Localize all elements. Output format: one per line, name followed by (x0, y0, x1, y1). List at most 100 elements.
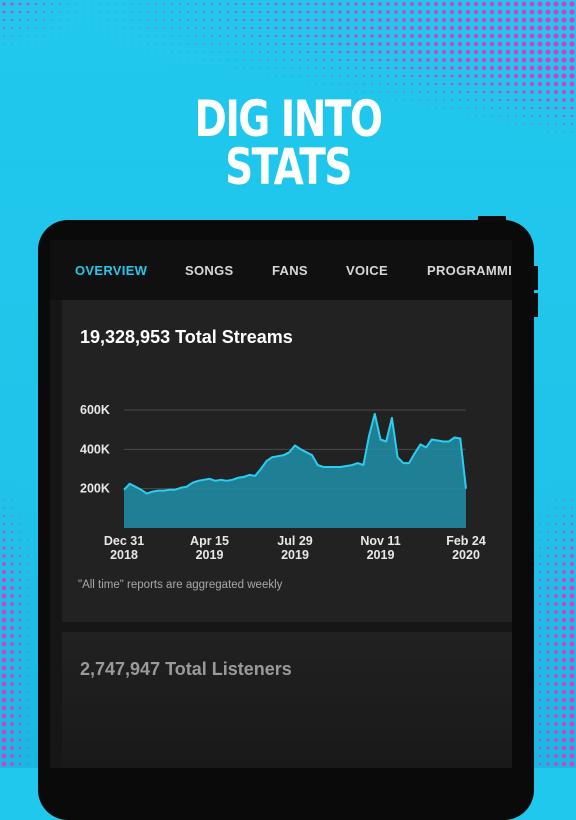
background-dot (570, 578, 574, 582)
background-dot (539, 531, 540, 532)
background-dot (562, 658, 566, 662)
background-dot (450, 34, 454, 38)
background-dot (2, 610, 7, 615)
background-dot (514, 82, 518, 86)
background-dot (410, 2, 414, 6)
background-dot (267, 3, 269, 5)
background-dot (19, 723, 22, 726)
background-dot (570, 610, 575, 615)
background-dot (458, 74, 461, 77)
background-dot (540, 516, 541, 517)
background-dot (275, 51, 277, 53)
background-dot (331, 27, 334, 30)
background-dot (275, 19, 278, 22)
background-dot (84, 20, 85, 21)
background-dot (491, 91, 494, 94)
background-dot (12, 44, 13, 45)
background-dot (260, 84, 261, 85)
background-dot (36, 748, 37, 749)
background-dot (2, 698, 7, 703)
background-dot (570, 754, 575, 759)
tab-overview[interactable]: OVERVIEW (75, 263, 147, 278)
tab-songs[interactable]: SONGS (185, 263, 233, 278)
background-dot (554, 650, 558, 654)
background-dot (339, 59, 341, 61)
background-dot (163, 11, 164, 12)
background-dot (547, 707, 550, 710)
background-dot (563, 507, 564, 508)
background-dot (347, 83, 348, 84)
background-dot (394, 2, 398, 6)
background-dot (555, 563, 558, 566)
background-dot (148, 60, 149, 61)
background-dot (19, 547, 21, 549)
background-dot (563, 107, 566, 110)
total-listeners-card[interactable]: 2,747,947 Total Listeners (62, 632, 512, 768)
background-dot (515, 107, 517, 109)
background-dot (394, 10, 398, 14)
background-dot (3, 27, 5, 29)
chart-x-tick-year: 2019 (196, 548, 224, 560)
background-dot (11, 11, 14, 14)
background-dot (539, 107, 541, 109)
tab-programming[interactable]: PROGRAMMING (427, 263, 512, 278)
background-dot (562, 594, 566, 598)
background-dot (547, 515, 548, 516)
background-dot (419, 67, 422, 70)
background-dot (554, 762, 558, 766)
background-dot (227, 59, 228, 60)
background-dot (307, 11, 310, 14)
headline-line-2: STATS (63, 142, 512, 192)
background-dot (171, 11, 173, 13)
background-dot (362, 34, 365, 37)
background-dot (562, 554, 565, 557)
background-dot (2, 746, 7, 751)
background-dot (371, 75, 373, 77)
background-dot (547, 739, 550, 742)
background-dot (10, 706, 14, 710)
tab-voice[interactable]: VOICE (346, 263, 388, 278)
background-dot (36, 44, 37, 45)
background-dot (523, 107, 525, 109)
background-dot (427, 83, 429, 85)
background-dot (60, 28, 61, 29)
background-dot (155, 35, 156, 36)
background-dot (27, 667, 29, 669)
background-dot (387, 75, 389, 77)
background-dot (131, 3, 132, 4)
background-dot (362, 26, 365, 29)
background-dot (19, 611, 22, 614)
background-dot (346, 42, 349, 45)
background-dot (410, 18, 414, 22)
background-dot (19, 747, 22, 750)
background-dot (259, 35, 261, 37)
background-dot (547, 523, 548, 524)
background-dot (554, 706, 558, 710)
background-dot (458, 66, 462, 70)
background-dot (36, 724, 37, 725)
background-dot (259, 59, 260, 60)
background-dot (442, 50, 446, 54)
background-dot (179, 43, 180, 44)
background-dot (371, 67, 373, 69)
background-dot (116, 44, 117, 45)
background-dot (562, 602, 566, 606)
background-dot (140, 60, 141, 61)
background-dot (2, 754, 7, 759)
background-dot (10, 722, 14, 726)
background-dot (219, 51, 220, 52)
background-dot (443, 91, 445, 93)
background-dot (554, 626, 558, 630)
background-dot (36, 732, 37, 733)
background-dot (28, 508, 29, 509)
background-dot (570, 554, 574, 558)
background-dot (387, 67, 389, 69)
background-dot (243, 27, 245, 29)
background-dot (20, 44, 21, 45)
background-dot (561, 57, 566, 62)
background-dot (562, 690, 566, 694)
background-dot (547, 595, 550, 598)
background-dot (212, 68, 213, 69)
tab-fans[interactable]: FANS (272, 263, 308, 278)
